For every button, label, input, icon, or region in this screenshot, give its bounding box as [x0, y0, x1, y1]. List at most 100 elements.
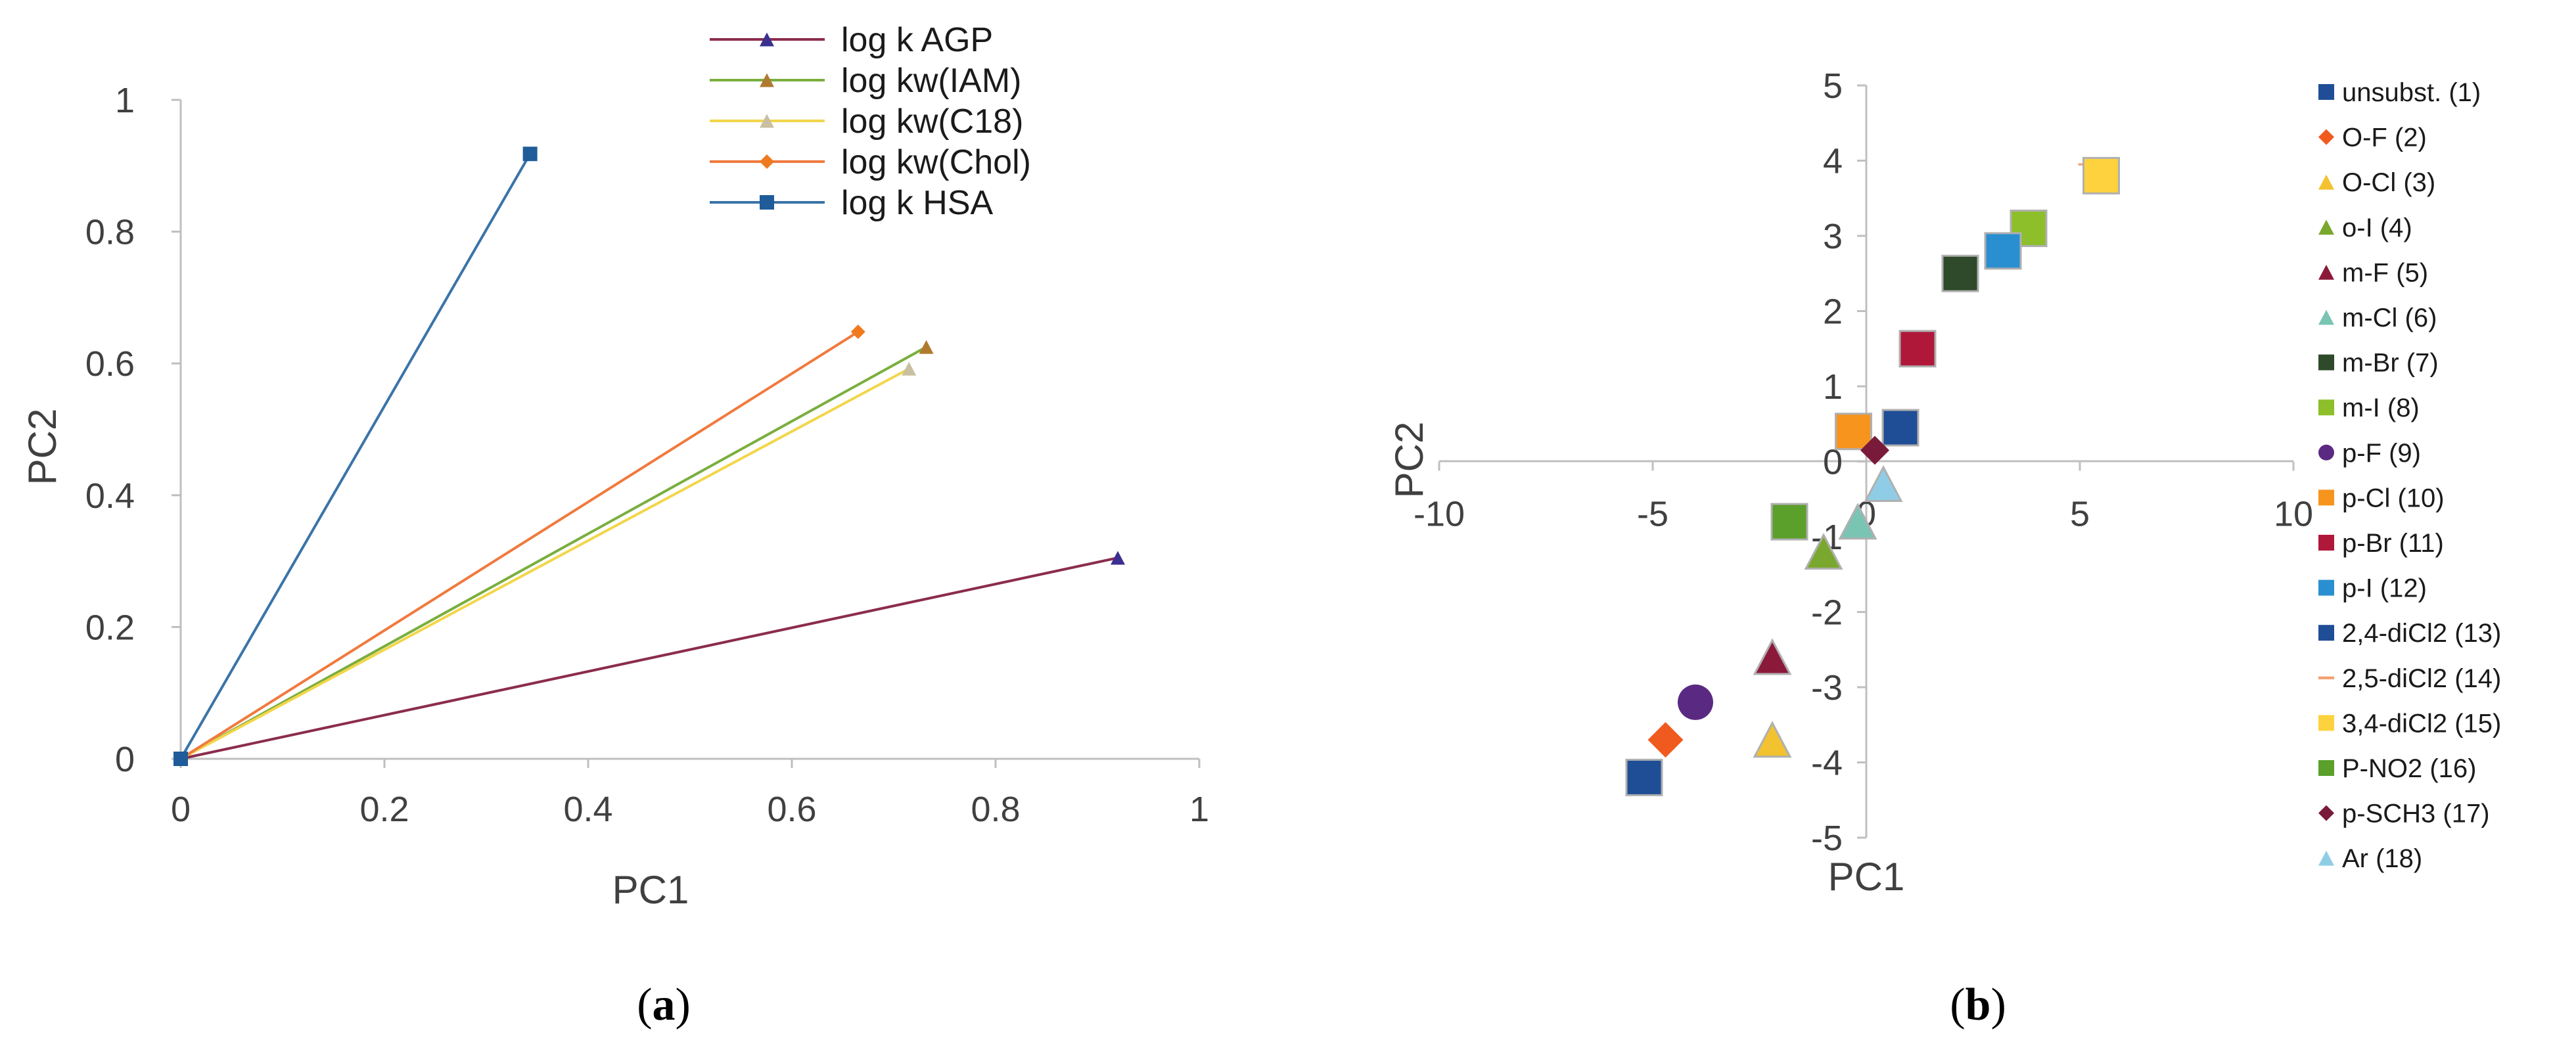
panel-a-y-tick-label: 0.6	[85, 344, 135, 384]
panel-b-points	[1625, 156, 2120, 796]
panel-b-label: (b)	[1950, 980, 2006, 1030]
panel-b-point-ar-18-	[1864, 464, 1903, 502]
panel-a-x-tick-label: 0	[171, 790, 191, 829]
panel-b-x-axis-title: PC1	[1828, 855, 1905, 899]
panel-b-legend-marker-o-cl-3-	[2318, 174, 2334, 190]
panel-a-line-log-k-hsa	[179, 153, 532, 760]
panel-b-point-p-no2-16-	[1770, 503, 1808, 541]
panel-b-y-tick-label: 4	[1823, 142, 1843, 181]
panel-b-legend-label: Ar (18)	[2342, 844, 2422, 873]
panel-b-legend-label: p-SCH3 (17)	[2342, 800, 2490, 828]
panel-a-line-log-kw-iam-	[180, 346, 927, 760]
panel-b-legend-marker-m-br-7-	[2318, 354, 2334, 371]
panel-b-y-tick-label: -4	[1811, 744, 1843, 783]
panel-a-x-ticks: 0 0.2 0.4 0.6 0.8 1	[171, 759, 1209, 829]
panel-b-x-tick-label: -10	[1414, 495, 1465, 534]
panel-a-y-tick-label: 0.8	[85, 213, 135, 252]
panel-b-legend-label: P-NO2 (16)	[2342, 754, 2477, 783]
panel-b-point-p-i-12-	[1984, 232, 2022, 270]
panel-a-x-tick-label: 0.6	[767, 790, 816, 829]
panel-a-label-open: (	[637, 980, 652, 1030]
panel-a-y-tick-label: 0.2	[85, 608, 135, 647]
panel-b-point-p-f-9-	[1678, 684, 1713, 720]
panel-a-series	[173, 147, 1125, 766]
panel-b-point-m-br-7-	[1941, 254, 1979, 292]
panel-b-legend-marker-2-5-dicl2-14-	[2318, 676, 2334, 679]
panel-a-line-log-k-agp	[180, 556, 1118, 760]
panel-b-legend-marker-3-4-dicl2-15-	[2318, 715, 2334, 731]
panel-b-point-o-cl-3-	[1753, 721, 1792, 758]
panel-a-point-log-k-hsa	[173, 752, 188, 766]
panel-b-x-tick-label: -5	[1637, 495, 1668, 534]
panel-b-legend-label: o-I (4)	[2342, 214, 2412, 242]
panel-a-point-log-kw-c18-	[902, 361, 917, 376]
panel-b-legend-label: m-I (8)	[2342, 394, 2420, 422]
panel-b-point-3-4-dicl2-15-	[2082, 156, 2120, 194]
panel-a-point-log-kw-chol-	[850, 325, 865, 340]
panel-b-legend-label: p-F (9)	[2342, 439, 2421, 468]
panel-b-y-tick-label: 2	[1823, 292, 1843, 332]
panel-a-legend-marker-log-k-hsa	[760, 195, 774, 210]
panel-b-legend-marker-p-sch3-17-	[2318, 805, 2334, 821]
panel-b-point-p-cl-10-	[1835, 413, 1872, 451]
panel-a-point-log-k-agp	[1111, 551, 1125, 565]
panel-b-label-letter: b	[1966, 980, 1991, 1030]
panel-b-legend: unsubst. (1) O-F (2) O-Cl (3) o-I (4) m-F (5…	[2318, 78, 2501, 873]
panel-a-x-tick-label: 0.2	[359, 790, 409, 829]
panel-a-line-log-kw-chol-	[179, 330, 859, 760]
panel-b-point-o-i-4-	[1804, 533, 1843, 570]
panel-b-legend-marker-p-cl-10-	[2318, 489, 2334, 506]
panel-b-point-o-f-2-	[1647, 722, 1684, 758]
panel-a-y-axis-title: PC2	[20, 409, 64, 486]
panel-b-x-tick-label: 10	[2274, 495, 2313, 534]
panel-a-line-log-kw-c18-	[180, 367, 910, 760]
panel-a-legend-marker-log-kw-iam-	[760, 73, 774, 87]
panel-b-label-close: )	[1990, 980, 2006, 1030]
panel-b-legend-label: 2,4-diCl2 (13)	[2342, 619, 2501, 648]
panel-b-legend-marker-m-cl-6-	[2318, 309, 2334, 325]
panel-a-x-axis-title: PC1	[612, 868, 689, 912]
panel-b-legend-label: O-Cl (3)	[2342, 168, 2435, 197]
panel-a-label-close: )	[676, 980, 691, 1030]
panel-a-legend-marker-log-kw-chol-	[760, 154, 774, 169]
panel-b-label-open: (	[1950, 980, 1965, 1030]
panel-b-legend-marker-ar-18-	[2318, 850, 2334, 866]
panel-b-legend-label: O-F (2)	[2342, 124, 2427, 152]
panel-b-point-m-f-5-	[1753, 638, 1792, 675]
panel-b-y-tick-label: 3	[1823, 217, 1843, 256]
panel-b-y-tick-label: -2	[1811, 593, 1843, 633]
panel-b-point-p-sch3-17-	[1860, 436, 1889, 465]
panel-a-y-tick-label: 1	[115, 81, 135, 120]
panel-a-y-tick-label: 0	[115, 740, 135, 779]
panel-b-legend-label: 2,5-diCl2 (14)	[2342, 664, 2501, 693]
panel-b-point-2-4-dicl2-13-	[1625, 758, 1663, 796]
panel-b-y-tick-label: -5	[1811, 819, 1843, 858]
panel-b-y-tick-label: 5	[1823, 66, 1843, 106]
panel-b-point-unsubst-1-	[1881, 409, 1920, 447]
panel-b-legend-marker-p-no2-16-	[2318, 760, 2334, 776]
panel-b-legend-label: m-F (5)	[2342, 258, 2428, 287]
panel-a-label-letter: a	[653, 980, 676, 1030]
panel-a-point-log-k-hsa	[522, 147, 538, 162]
panel-b-legend-marker-o-i-4-	[2318, 219, 2334, 235]
panel-a-legend-label: log kw(IAM)	[841, 62, 1021, 100]
panel-a-legend-marker-log-k-agp	[760, 32, 774, 47]
panel-a: 0 0.2 0.4 0.6 0.8 1 0 0.2 0.4 0.6 0.8 1 PC1 PC2 lo…	[20, 21, 1209, 1030]
panel-a-x-tick-label: 1	[1189, 790, 1209, 829]
panel-b-legend-marker-p-br-11-	[2318, 535, 2334, 551]
panel-b-y-tick-label: 1	[1823, 367, 1843, 407]
panel-a-x-tick-label: 0.4	[563, 790, 612, 829]
panel-b-point-p-br-11-	[1898, 330, 1937, 368]
panel-b-legend-marker-unsubst-1-	[2318, 84, 2334, 100]
panel-b-point-m-cl-6-	[1838, 503, 1877, 540]
panel-b-legend-label: unsubst. (1)	[2342, 78, 2481, 107]
panel-a-y-tick-label: 0.4	[85, 476, 135, 516]
panel-b-legend-marker-p-f-9-	[2318, 444, 2334, 461]
panel-b-y-axis-title: PC2	[1387, 422, 1431, 499]
panel-a-point-log-kw-iam-	[919, 340, 934, 354]
panel-a-legend-marker-log-kw-c18-	[760, 114, 774, 128]
